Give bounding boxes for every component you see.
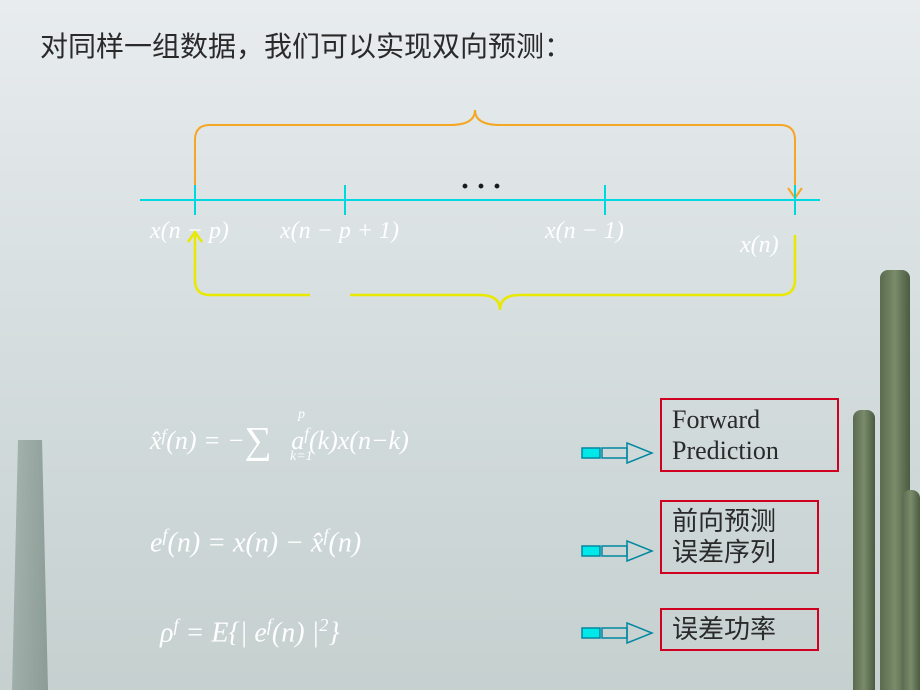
label-forward-prediction: Forward Prediction [660,398,839,472]
label-line: 误差功率 [672,615,776,644]
decorative-cactus-left [0,440,60,690]
label-line: 前向预测 [672,507,776,536]
slide-title: 对同样一组数据，我们可以实现双向预测： [40,25,572,65]
formula-error-power: ρf = E{| ef(n) |2} [160,615,340,649]
axis-label-xn1: x(n − 1) [545,218,624,245]
label-line: Prediction [672,436,779,465]
axis-label-xn: x(n) [740,232,779,259]
label-error-sequence: 前向预测 误差序列 [660,500,819,574]
prediction-diagram [80,80,860,340]
arrow-icon [580,538,655,564]
axis-label-xnp: x(n − p) [150,218,229,245]
arrow-icon [580,440,655,466]
label-line: Forward [672,405,760,434]
label-line: 误差序列 [672,538,776,567]
formula-error-sequence: ef(n) = x(n) − x̂f(n) [150,525,361,559]
arrow-icon [580,620,655,646]
ellipsis-dots: ··· [460,170,508,204]
axis-label-xnp1: x(n − p + 1) [280,218,399,245]
label-error-power: 误差功率 [660,608,819,651]
formula-forward-prediction: x̂f(n) = −∑pk=1 af(k)x(n−k) [150,415,409,459]
